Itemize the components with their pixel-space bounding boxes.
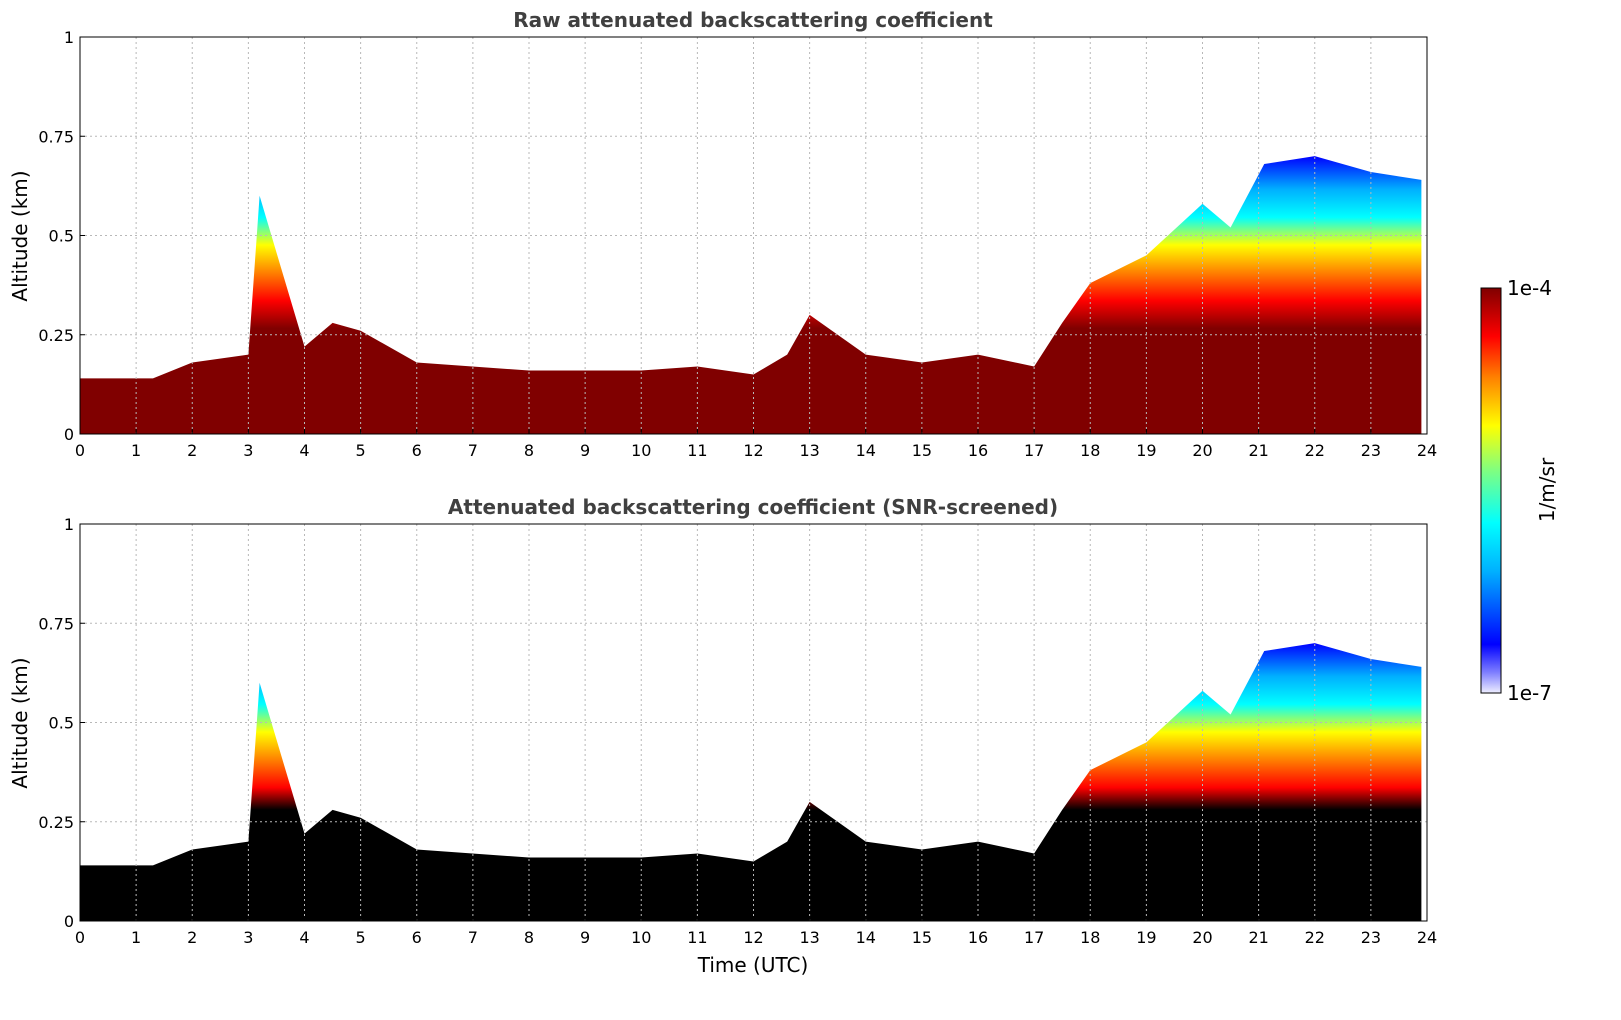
colorbar-scale xyxy=(1480,287,1502,694)
screened-y-axis-label: Altitude (km) xyxy=(8,657,32,788)
x-tick-label: 20 xyxy=(1192,928,1212,947)
x-tick-label: 24 xyxy=(1417,441,1437,460)
x-tick-label: 4 xyxy=(299,928,309,947)
raw-x-ticks: 0 1 2 3 4 5 6 7 8 9 10 11 12 13 14 15 16 17 18 19 20 21 22 23 24 xyxy=(75,429,1437,460)
x-tick-label: 2 xyxy=(187,928,197,947)
x-tick-label: 1 xyxy=(131,441,141,460)
x-tick-label: 9 xyxy=(580,928,590,947)
x-tick-label: 21 xyxy=(1248,928,1268,947)
y-tick-label: 0 xyxy=(64,425,74,444)
x-tick-label: 0 xyxy=(75,441,85,460)
aerosol-layer-area xyxy=(80,643,1422,921)
x-tick-label: 14 xyxy=(856,441,876,460)
x-tick-label: 17 xyxy=(1024,928,1044,947)
raw-gridlines xyxy=(80,37,1427,434)
raw-y-ticks: 0 0.25 0.5 0.75 1 xyxy=(38,28,85,444)
x-tick-label: 7 xyxy=(468,441,478,460)
aerosol-layer-area xyxy=(80,156,1422,434)
x-tick-label: 15 xyxy=(912,928,932,947)
x-tick-label: 7 xyxy=(468,928,478,947)
x-tick-label: 8 xyxy=(524,928,534,947)
raw-y-axis-label: Altitude (km) xyxy=(8,170,32,301)
x-tick-label: 3 xyxy=(243,928,253,947)
x-tick-label: 15 xyxy=(912,441,932,460)
x-tick-label: 24 xyxy=(1417,928,1437,947)
x-tick-label: 16 xyxy=(968,441,988,460)
screened-backscatter-panel: Attenuated backscattering coefficient (S… xyxy=(8,495,1437,977)
colorbar-max-label: 1e-4 xyxy=(1507,276,1552,300)
x-tick-label: 19 xyxy=(1136,441,1156,460)
y-tick-label: 1 xyxy=(64,28,74,47)
x-tick-label: 12 xyxy=(743,928,763,947)
y-tick-label: 0.25 xyxy=(38,326,74,345)
x-tick-label: 6 xyxy=(412,441,422,460)
screened-x-ticks: 0 1 2 3 4 5 6 7 8 9 10 11 12 13 14 15 16 17 18 19 20 21 22 23 24 xyxy=(75,916,1437,947)
x-tick-label: 5 xyxy=(356,928,366,947)
raw-heatmap-area xyxy=(80,156,1422,434)
x-tick-label: 6 xyxy=(412,928,422,947)
raw-panel-title: Raw attenuated backscattering coefficien… xyxy=(513,8,993,32)
screened-gridlines xyxy=(80,524,1427,921)
y-tick-label: 0.5 xyxy=(49,227,74,246)
x-tick-label: 12 xyxy=(743,441,763,460)
x-tick-label: 13 xyxy=(799,928,819,947)
x-tick-label: 3 xyxy=(243,441,253,460)
colorbar: 1e-4 1e-7 1/m/sr xyxy=(1480,276,1559,705)
x-tick-label: 18 xyxy=(1080,441,1100,460)
screened-y-ticks: 0 0.25 0.5 0.75 1 xyxy=(38,515,85,931)
x-tick-label: 22 xyxy=(1305,441,1325,460)
y-tick-label: 0.5 xyxy=(49,714,74,733)
colorbar-min-label: 1e-7 xyxy=(1507,681,1552,705)
x-tick-label: 22 xyxy=(1305,928,1325,947)
x-tick-label: 11 xyxy=(687,928,707,947)
y-tick-label: 0.75 xyxy=(38,614,74,633)
x-tick-label: 23 xyxy=(1361,928,1381,947)
screened-heatmap-area xyxy=(80,643,1422,921)
x-tick-label: 19 xyxy=(1136,928,1156,947)
x-tick-label: 14 xyxy=(856,928,876,947)
x-tick-label: 13 xyxy=(799,441,819,460)
x-tick-label: 16 xyxy=(968,928,988,947)
x-tick-label: 17 xyxy=(1024,441,1044,460)
x-tick-label: 1 xyxy=(131,928,141,947)
x-axis-label: Time (UTC) xyxy=(697,953,809,977)
raw-backscatter-panel: Raw attenuated backscattering coefficien… xyxy=(8,8,1437,460)
y-tick-label: 1 xyxy=(64,515,74,534)
x-tick-label: 10 xyxy=(631,928,651,947)
x-tick-label: 21 xyxy=(1248,441,1268,460)
x-tick-label: 0 xyxy=(75,928,85,947)
x-tick-label: 5 xyxy=(356,441,366,460)
y-tick-label: 0.75 xyxy=(38,127,74,146)
x-tick-label: 4 xyxy=(299,441,309,460)
y-tick-label: 0 xyxy=(64,912,74,931)
x-tick-label: 8 xyxy=(524,441,534,460)
x-tick-label: 20 xyxy=(1192,441,1212,460)
x-tick-label: 18 xyxy=(1080,928,1100,947)
y-tick-label: 0.25 xyxy=(38,813,74,832)
x-tick-label: 10 xyxy=(631,441,651,460)
x-tick-label: 23 xyxy=(1361,441,1381,460)
x-tick-label: 9 xyxy=(580,441,590,460)
colorbar-unit-label: 1/m/sr xyxy=(1535,457,1559,522)
screened-panel-title: Attenuated backscattering coefficient (S… xyxy=(448,495,1058,519)
x-tick-label: 11 xyxy=(687,441,707,460)
x-tick-label: 2 xyxy=(187,441,197,460)
